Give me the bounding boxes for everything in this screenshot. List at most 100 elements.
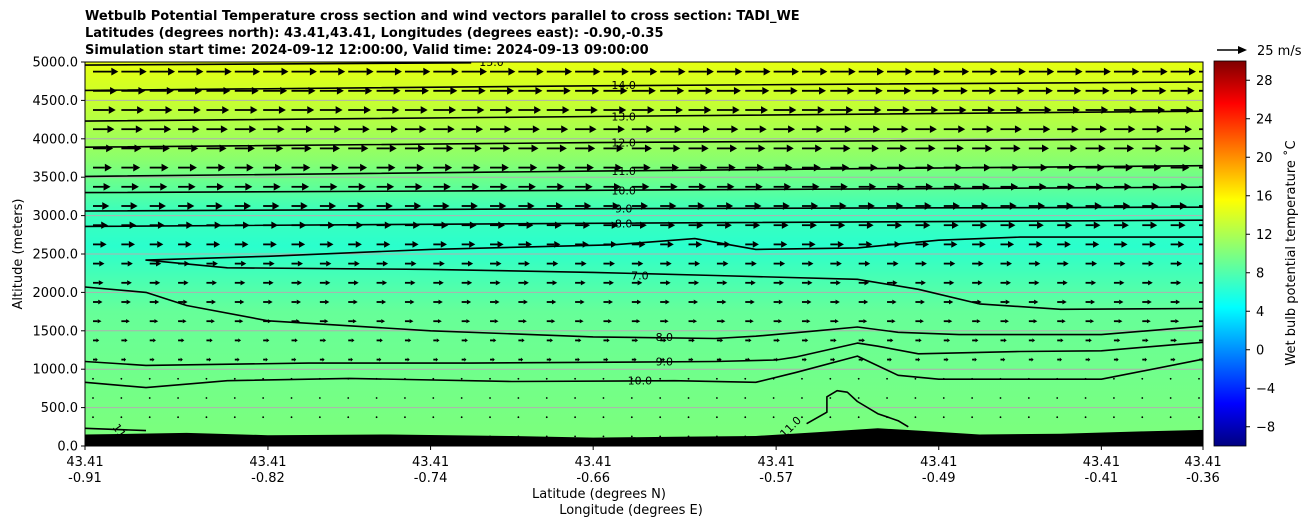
wind-vector bbox=[348, 125, 370, 134]
wind-vector bbox=[631, 319, 641, 324]
wind-vector bbox=[1028, 280, 1040, 286]
wind-vector bbox=[631, 260, 644, 267]
wind-vector bbox=[829, 377, 832, 380]
wind-vector bbox=[149, 106, 173, 114]
wind-vector bbox=[93, 338, 100, 343]
colorbar bbox=[1213, 60, 1247, 447]
wind-vector bbox=[830, 319, 839, 324]
wind-vector bbox=[660, 299, 670, 305]
wind-vector bbox=[887, 144, 908, 153]
wind-vector bbox=[943, 106, 967, 114]
wind-vector bbox=[93, 202, 110, 210]
x-tick-label-lon: -0.36 bbox=[1186, 471, 1220, 486]
y-tick-label: 0.0 bbox=[57, 440, 78, 455]
wind-vector bbox=[857, 416, 860, 419]
wind-vector bbox=[603, 260, 615, 267]
wind-vector bbox=[545, 416, 548, 419]
wind-vector bbox=[999, 416, 1002, 419]
wind-vector bbox=[1000, 241, 1015, 248]
wind-vector bbox=[518, 260, 530, 267]
wind-vector bbox=[1057, 260, 1069, 267]
wind-vector bbox=[404, 319, 414, 324]
wind-vector bbox=[1142, 241, 1156, 248]
wind-vector bbox=[575, 144, 596, 153]
wind-vector bbox=[688, 280, 700, 286]
wind-vector bbox=[233, 416, 236, 419]
wind-vector bbox=[490, 299, 500, 305]
wind-vector bbox=[915, 280, 926, 286]
wind-vector bbox=[887, 357, 892, 362]
wind-vector bbox=[121, 357, 127, 362]
wind-vector bbox=[801, 241, 816, 248]
wind-vector bbox=[603, 338, 610, 343]
wind-vector bbox=[546, 357, 552, 362]
contour-label: 13.0 bbox=[611, 111, 636, 124]
wind-vector bbox=[772, 397, 775, 399]
x-tick-label-lat: 43.41 bbox=[575, 455, 612, 470]
wind-vector bbox=[263, 144, 284, 153]
wind-vector bbox=[858, 338, 865, 343]
wind-vector bbox=[178, 182, 196, 191]
wind-vector bbox=[971, 416, 974, 419]
wind-vector bbox=[1057, 280, 1068, 286]
contour-label: 11.0 bbox=[611, 165, 636, 178]
wind-vector bbox=[149, 319, 159, 324]
wind-vector bbox=[915, 106, 939, 114]
wind-vector bbox=[660, 357, 665, 362]
wind-vector bbox=[745, 221, 761, 229]
wind-vector bbox=[603, 86, 628, 95]
wind-vector bbox=[517, 377, 520, 380]
wind-vector bbox=[291, 125, 313, 134]
wind-vector bbox=[433, 182, 451, 191]
wind-vector bbox=[972, 221, 988, 229]
wind-vector bbox=[319, 106, 343, 114]
colorbar-tick-label: 8 bbox=[1256, 266, 1264, 281]
wind-vector bbox=[404, 241, 419, 248]
wind-vector bbox=[773, 319, 783, 324]
wind-vector bbox=[574, 397, 577, 399]
wind-vector bbox=[688, 319, 698, 324]
wind-vector bbox=[518, 319, 527, 324]
grid-lines bbox=[85, 62, 1203, 446]
wind-vector bbox=[433, 319, 442, 324]
wind-vector bbox=[575, 163, 594, 172]
wind-vector bbox=[432, 397, 435, 399]
x-tick-label-lon: -0.91 bbox=[68, 471, 102, 486]
wind-vector bbox=[630, 416, 633, 419]
wind-vector bbox=[603, 280, 614, 286]
wind-vector bbox=[489, 416, 491, 419]
wind-vector bbox=[830, 86, 855, 95]
contour-line bbox=[85, 110, 1203, 122]
wind-vector bbox=[801, 144, 823, 153]
wind-vector bbox=[518, 299, 528, 305]
wind-vector bbox=[688, 106, 712, 114]
wind-vector bbox=[631, 144, 652, 153]
wind-vector bbox=[773, 260, 786, 267]
wind-vector bbox=[1142, 86, 1167, 95]
wind-vector bbox=[490, 260, 502, 267]
wind-vector bbox=[376, 106, 400, 114]
wind-vector bbox=[348, 241, 362, 248]
wind-vector bbox=[546, 67, 573, 76]
wind-vector bbox=[433, 163, 453, 172]
wind-vector bbox=[1199, 224, 1203, 227]
wind-vector bbox=[319, 319, 329, 324]
wind-vector bbox=[1057, 319, 1066, 324]
wind-vector bbox=[716, 67, 743, 76]
wind-vector bbox=[1113, 416, 1115, 419]
wind-vector bbox=[490, 86, 515, 95]
wind-vector bbox=[149, 163, 169, 172]
wind-vector bbox=[376, 86, 401, 95]
wind-vector bbox=[290, 397, 293, 399]
wind-vector bbox=[660, 338, 667, 343]
contour-line bbox=[85, 186, 1203, 194]
wind-vector bbox=[942, 397, 945, 399]
wind-vector bbox=[942, 416, 945, 419]
contour-line bbox=[85, 81, 1203, 92]
wind-vector bbox=[1169, 397, 1172, 399]
wind-vector bbox=[1113, 144, 1135, 153]
wind-vector bbox=[1199, 147, 1203, 150]
wind-vector bbox=[972, 319, 981, 324]
wind-vector bbox=[999, 397, 1002, 399]
wind-vector bbox=[376, 241, 391, 248]
